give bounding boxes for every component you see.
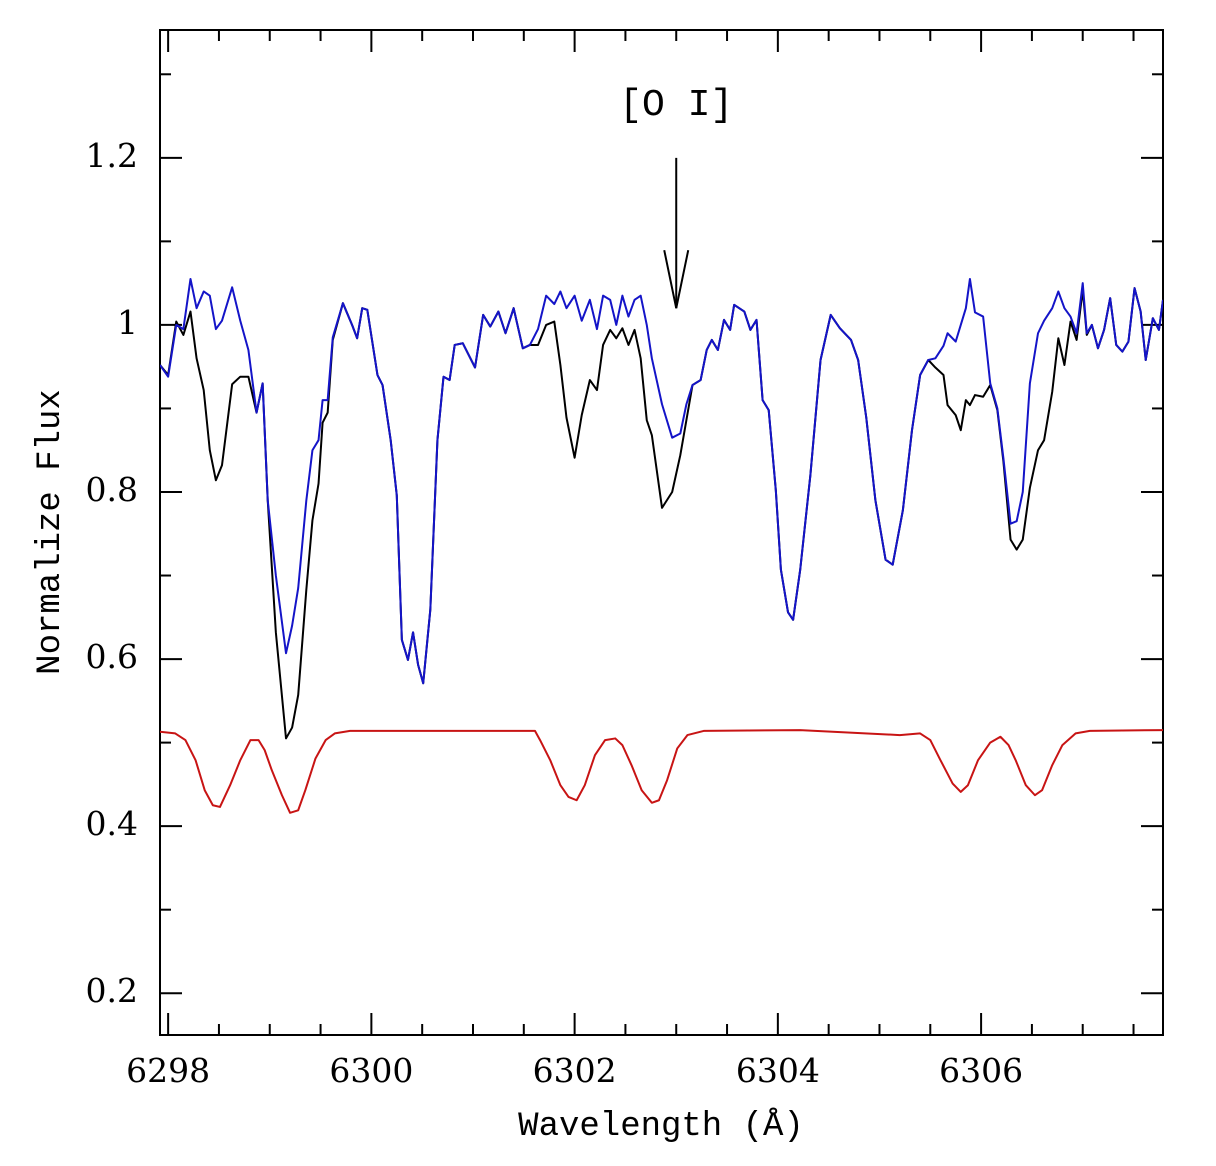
arrow-head <box>663 249 690 309</box>
spectrum-line <box>160 277 1163 685</box>
x-tick-label: 6298 <box>126 1051 210 1090</box>
spectrum-line <box>160 287 1163 740</box>
y-tick-label: 1 <box>117 303 138 342</box>
y-tick-label: 1.2 <box>86 136 138 175</box>
x-tick-label: 6300 <box>329 1051 413 1090</box>
y-tick-label: 0.4 <box>86 804 138 843</box>
plot-area <box>160 277 1163 814</box>
y-tick-label: 0.2 <box>86 971 138 1010</box>
y-tick-label: 0.6 <box>86 637 138 676</box>
y-tick-label: 0.8 <box>86 470 138 509</box>
plot-frame <box>159 29 1164 1036</box>
x-tick-label: 6302 <box>533 1051 617 1090</box>
y-axis-label: Normalize Flux <box>32 389 70 675</box>
annotation-text: [O I] <box>619 84 733 127</box>
x-tick-label: 6304 <box>736 1051 820 1090</box>
x-axis-label: Wavelength (Å) <box>518 1108 804 1146</box>
x-tick-label: 6306 <box>939 1051 1023 1090</box>
spectrum-line <box>160 729 1163 814</box>
